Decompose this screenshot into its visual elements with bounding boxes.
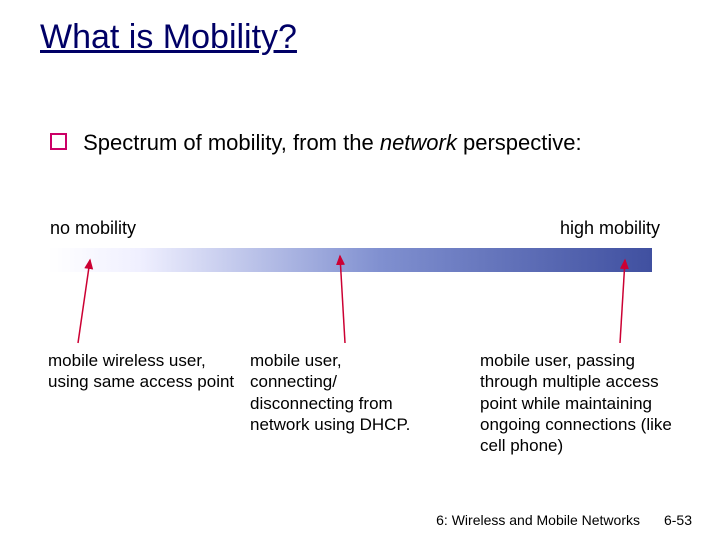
bullet-text-before: Spectrum of mobility, from the bbox=[83, 130, 380, 155]
bullet-marker bbox=[50, 133, 67, 150]
description-middle: mobile user, connecting/ disconnecting f… bbox=[250, 350, 430, 435]
spectrum-label-left: no mobility bbox=[50, 218, 136, 239]
bullet-text-after: perspective: bbox=[457, 130, 582, 155]
footer-page: 6-53 bbox=[664, 512, 692, 528]
bullet-italic: network bbox=[380, 130, 457, 155]
spectrum-label-right: high mobility bbox=[560, 218, 660, 239]
description-left: mobile wireless user, using same access … bbox=[48, 350, 248, 393]
footer-chapter: 6: Wireless and Mobile Networks bbox=[436, 512, 640, 528]
arrow-line bbox=[78, 260, 90, 343]
spectrum-bar bbox=[48, 248, 652, 272]
slide-title: What is Mobility? bbox=[40, 18, 297, 57]
description-right: mobile user, passing through multiple ac… bbox=[480, 350, 680, 456]
bullet-line: Spectrum of mobility, from the network p… bbox=[50, 130, 690, 156]
arrow-line bbox=[620, 260, 625, 343]
